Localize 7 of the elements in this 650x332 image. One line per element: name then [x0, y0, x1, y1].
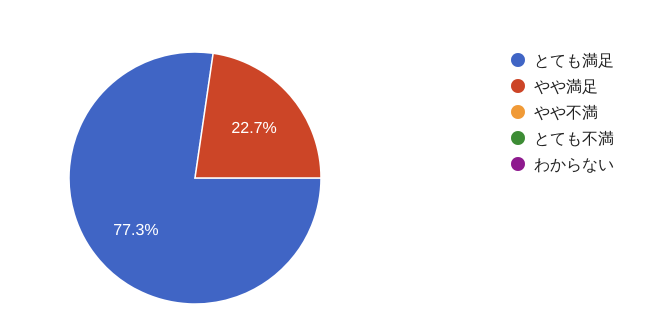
data-label: 22.7% [231, 120, 277, 137]
legend-label: とても不満 [534, 130, 614, 148]
legend-label: やや不満 [534, 104, 598, 122]
legend-label: やや満足 [534, 78, 598, 96]
legend-label: とても満足 [534, 52, 614, 70]
data-label: 77.3% [113, 222, 159, 240]
legend-label: わからない [534, 157, 614, 174]
